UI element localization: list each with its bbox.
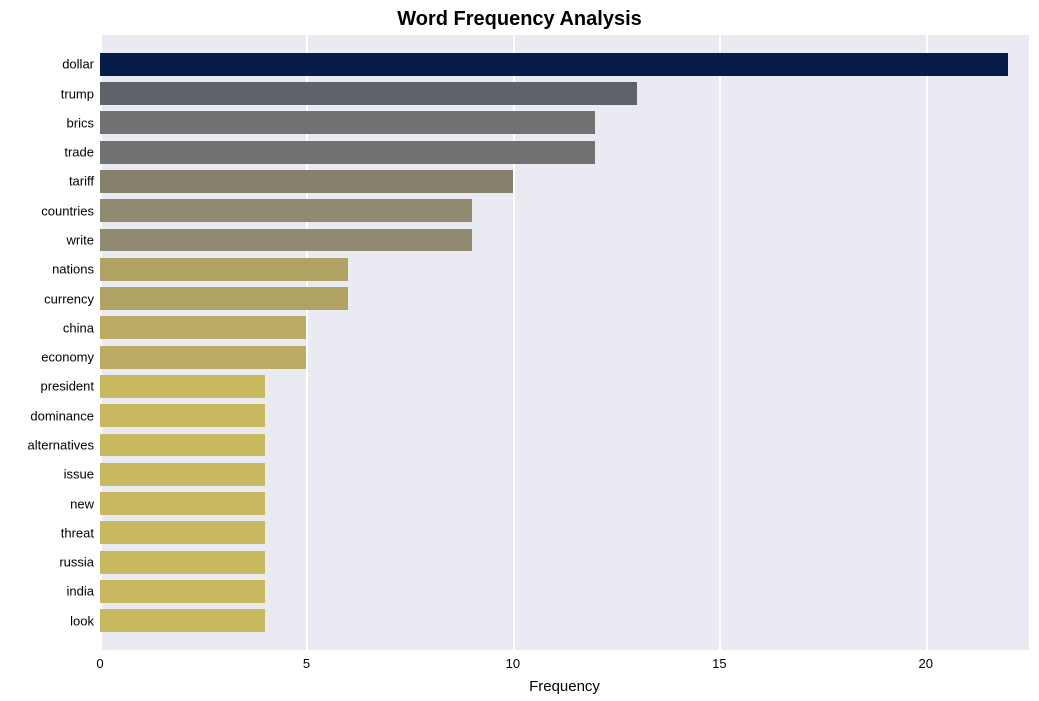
bar-row [100, 551, 265, 574]
y-tick-label: president [41, 379, 94, 394]
y-tick-label: economy [41, 350, 94, 365]
bar [100, 346, 306, 369]
bar [100, 375, 265, 398]
bar-row [100, 141, 595, 164]
bar-row [100, 111, 595, 134]
y-tick-label: brics [67, 115, 94, 130]
bar-row [100, 199, 472, 222]
bar [100, 199, 472, 222]
grid-line [926, 35, 928, 650]
bar-row [100, 170, 513, 193]
x-tick-label: 20 [919, 656, 933, 671]
y-tick-label: currency [44, 291, 94, 306]
y-tick-label: dominance [30, 408, 94, 423]
bar [100, 580, 265, 603]
x-tick-label: 0 [96, 656, 103, 671]
x-axis-label: Frequency [100, 678, 1029, 695]
bar-row [100, 258, 348, 281]
bar-row [100, 609, 265, 632]
bar [100, 141, 595, 164]
y-tick-label: countries [41, 203, 94, 218]
y-tick-label: russia [59, 555, 94, 570]
bar [100, 521, 265, 544]
y-tick-label: new [70, 496, 94, 511]
bar-row [100, 82, 637, 105]
bar [100, 82, 637, 105]
bar [100, 258, 348, 281]
x-tick-label: 15 [712, 656, 726, 671]
y-tick-label: trump [61, 86, 94, 101]
bar [100, 404, 265, 427]
bar [100, 287, 348, 310]
bar [100, 111, 595, 134]
bar [100, 53, 1008, 76]
bar-row [100, 434, 265, 457]
x-tick-label: 10 [506, 656, 520, 671]
bar [100, 316, 306, 339]
bar-row [100, 492, 265, 515]
bar-row [100, 404, 265, 427]
y-tick-label: threat [61, 525, 94, 540]
x-tick-label: 5 [303, 656, 310, 671]
bar-row [100, 346, 306, 369]
bar-row [100, 229, 472, 252]
bar-row [100, 375, 265, 398]
grid-line [719, 35, 721, 650]
bar [100, 551, 265, 574]
bar-row [100, 521, 265, 544]
plot-area [100, 35, 1029, 650]
bar [100, 170, 513, 193]
bar-row [100, 580, 265, 603]
bar-row [100, 316, 306, 339]
bar [100, 463, 265, 486]
chart-title: Word Frequency Analysis [0, 8, 1039, 31]
bar [100, 229, 472, 252]
y-tick-label: trade [64, 145, 94, 160]
y-tick-label: issue [64, 467, 94, 482]
y-tick-label: india [67, 584, 94, 599]
bar [100, 434, 265, 457]
bar [100, 492, 265, 515]
y-tick-label: china [63, 320, 94, 335]
bar-row [100, 287, 348, 310]
y-tick-label: dollar [62, 57, 94, 72]
bar-row [100, 463, 265, 486]
y-tick-label: look [70, 613, 94, 628]
y-tick-label: nations [52, 262, 94, 277]
y-tick-label: write [67, 233, 94, 248]
bar [100, 609, 265, 632]
chart-container: Word Frequency Analysis dollar trump brics… [0, 0, 1039, 701]
y-tick-label: tariff [69, 174, 94, 189]
bar-row [100, 53, 1008, 76]
y-tick-label: alternatives [28, 438, 94, 453]
